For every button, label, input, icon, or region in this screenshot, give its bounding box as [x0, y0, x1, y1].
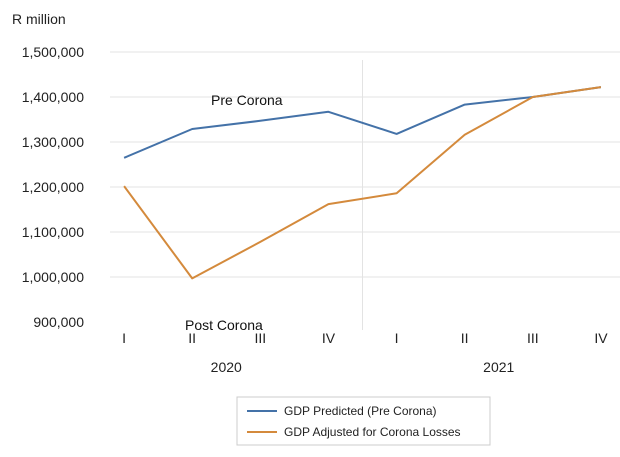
x-tick-label: III [254, 330, 266, 346]
x-tick-label: I [395, 330, 399, 346]
x-axis-year-labels: 2020 2021 [211, 359, 515, 375]
legend-label-pre-corona: GDP Predicted (Pre Corona) [284, 404, 437, 418]
annotations: Pre Corona Post Corona [185, 92, 283, 333]
series-lines [123, 86, 602, 280]
x-axis-tick-labels: I II III IV I II III IV [122, 330, 608, 346]
y-tick-label: 900,000 [33, 314, 84, 330]
series-line-0 [123, 86, 602, 159]
annotation-label: Post Corona [185, 317, 263, 333]
legend-label-post-corona: GDP Adjusted for Corona Losses [284, 425, 461, 439]
y-tick-label: 1,000,000 [22, 269, 84, 285]
x-tick-label: I [122, 330, 126, 346]
gridlines [110, 51, 620, 330]
annotation-label: Pre Corona [211, 92, 283, 108]
y-tick-label: 1,400,000 [22, 89, 84, 105]
x-tick-label: IV [594, 330, 608, 346]
x-group-label: 2021 [483, 359, 514, 375]
y-tick-label: 1,500,000 [22, 44, 84, 60]
y-tick-label: 1,300,000 [22, 134, 84, 150]
x-tick-label: III [527, 330, 539, 346]
y-tick-label: 1,100,000 [22, 224, 84, 240]
x-tick-label: II [461, 330, 469, 346]
series-line-1 [123, 86, 602, 280]
y-tick-label: 1,200,000 [22, 179, 84, 195]
y-axis-unit-label: R million [12, 11, 66, 27]
x-tick-label: IV [322, 330, 336, 346]
x-tick-label: II [188, 330, 196, 346]
legend-box [236, 396, 491, 446]
y-axis-tick-labels: 900,000 1,000,000 1,100,000 1,200,000 1,300,… [22, 44, 85, 330]
legend: GDP Predicted (Pre Corona) GDP Adjusted … [236, 396, 491, 446]
x-group-label: 2020 [211, 359, 242, 375]
